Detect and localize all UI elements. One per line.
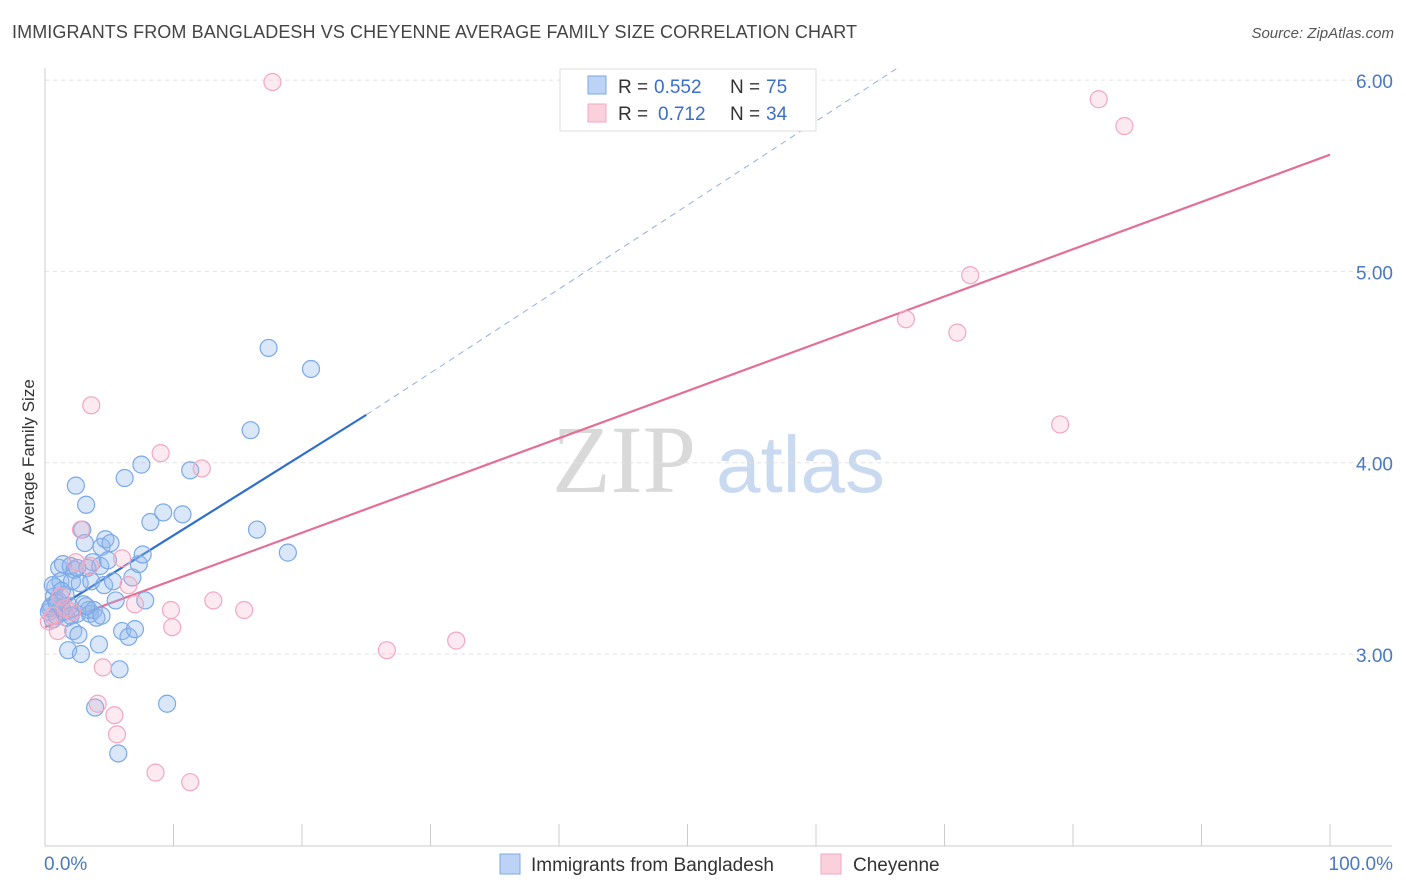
point-0-45: [106, 591, 125, 610]
point-0-20: [66, 476, 85, 495]
point-0-54: [132, 455, 151, 474]
trend-lines: [44, 66, 1331, 629]
point-1-24: [377, 641, 396, 660]
correlation-legend: R = 0.552 N = 75 R = 0.712 N = 34: [559, 68, 817, 132]
legend-n-value-bangladesh: 75: [766, 77, 787, 98]
point-1-20: [192, 459, 211, 478]
point-1-12: [112, 549, 132, 568]
y-axis-label: Average Family Size: [19, 379, 38, 535]
y-tick-labels: 3.00 4.00 5.00 6.00: [1356, 72, 1393, 667]
point-1-15: [146, 763, 165, 782]
point-0-60: [173, 505, 192, 524]
point-0-62: [241, 421, 260, 440]
point-0-53: [129, 554, 148, 574]
point-0-52: [125, 620, 145, 639]
point-1-32: [66, 553, 85, 572]
point-1-33: [51, 587, 70, 606]
point-0-64: [259, 338, 278, 358]
point-0-65: [278, 543, 297, 562]
point-1-30: [1089, 90, 1108, 109]
point-1-14: [125, 595, 145, 614]
series-legend-label-cheyenne: Cheyenne: [853, 855, 940, 876]
point-0-56: [136, 591, 155, 610]
point-1-22: [235, 600, 254, 620]
source-label: Source: ZipAtlas.com: [1251, 25, 1394, 42]
point-0-59: [157, 694, 177, 713]
y-tick-label-1: 4.00: [1356, 455, 1393, 476]
point-1-6: [80, 556, 100, 576]
point-1-27: [948, 323, 967, 342]
legend-n-label-cheyenne: N =: [730, 104, 760, 125]
point-0-61: [181, 461, 200, 480]
point-1-13: [119, 576, 138, 595]
watermark-atlas: atlas: [716, 420, 885, 509]
point-0-28: [77, 495, 96, 514]
legend-n-label-bangladesh: N =: [730, 77, 760, 98]
point-1-9: [93, 658, 112, 677]
point-0-66: [301, 359, 321, 379]
legend-n-value-cheyenne: 34: [766, 104, 788, 125]
chart-title: IMMIGRANTS FROM BANGLADESH VS CHEYENNE A…: [12, 22, 858, 42]
point-1-26: [896, 310, 916, 329]
legend-r-label-cheyenne: R =: [618, 104, 648, 125]
point-0-49: [115, 468, 134, 488]
legend-r-label-bangladesh: R =: [618, 77, 648, 98]
point-1-8: [88, 694, 107, 713]
point-0-43: [101, 533, 120, 553]
series-legend: Immigrants from Bangladesh Cheyenne: [499, 853, 940, 876]
trend-line-1: [44, 153, 1331, 629]
point-1-18: [163, 618, 182, 637]
point-0-23: [70, 574, 89, 593]
point-1-16: [151, 444, 170, 463]
legend-swatch-cheyenne: [587, 103, 607, 123]
point-1-11: [107, 725, 127, 744]
point-0-24: [71, 644, 91, 664]
x-tick-label-max: 100.0%: [1329, 854, 1394, 875]
axes: [44, 68, 1392, 847]
x-tick-label-min: 0.0%: [44, 854, 87, 875]
point-0-63: [247, 520, 267, 539]
point-1-28: [961, 266, 980, 285]
legend-r-value-cheyenne: 0.712: [658, 104, 706, 125]
trend-line-0: [44, 413, 367, 617]
point-1-21: [204, 591, 223, 610]
legend-swatch-bangladesh: [587, 75, 607, 95]
y-tick-label-2: 5.00: [1356, 263, 1393, 284]
point-1-2: [48, 621, 67, 641]
point-0-58: [154, 503, 173, 522]
point-1-25: [447, 631, 466, 650]
point-1-4: [62, 602, 82, 622]
y-tick-label-3: 6.00: [1356, 72, 1393, 93]
point-1-19: [181, 773, 200, 792]
point-0-47: [110, 660, 129, 679]
legend-r-value-bangladesh: 0.552: [654, 77, 702, 98]
x-ticks: [44, 824, 1331, 846]
point-0-44: [104, 572, 123, 591]
series-legend-swatch-bangladesh: [499, 853, 521, 875]
y-tick-label-0: 3.00: [1356, 646, 1393, 667]
watermark-zip: ZIP: [552, 406, 696, 513]
series-legend-swatch-cheyenne: [820, 853, 842, 875]
point-1-7: [82, 396, 101, 415]
point-1-5: [71, 520, 91, 539]
data-points: [39, 72, 1134, 792]
point-0-70: [52, 581, 71, 600]
point-0-55: [133, 545, 152, 564]
point-0-40: [95, 576, 114, 595]
point-0-46: [109, 744, 128, 763]
point-1-31: [1115, 116, 1134, 136]
point-1-29: [1051, 415, 1070, 434]
gridlines: [45, 79, 1392, 655]
point-0-37: [89, 635, 109, 654]
point-0-74: [92, 606, 111, 625]
point-1-10: [105, 706, 124, 725]
point-0-57: [141, 512, 160, 532]
series-legend-label-bangladesh: Immigrants from Bangladesh: [531, 855, 774, 876]
point-1-23: [263, 72, 282, 92]
point-1-17: [161, 600, 181, 620]
point-0-22: [69, 625, 88, 644]
